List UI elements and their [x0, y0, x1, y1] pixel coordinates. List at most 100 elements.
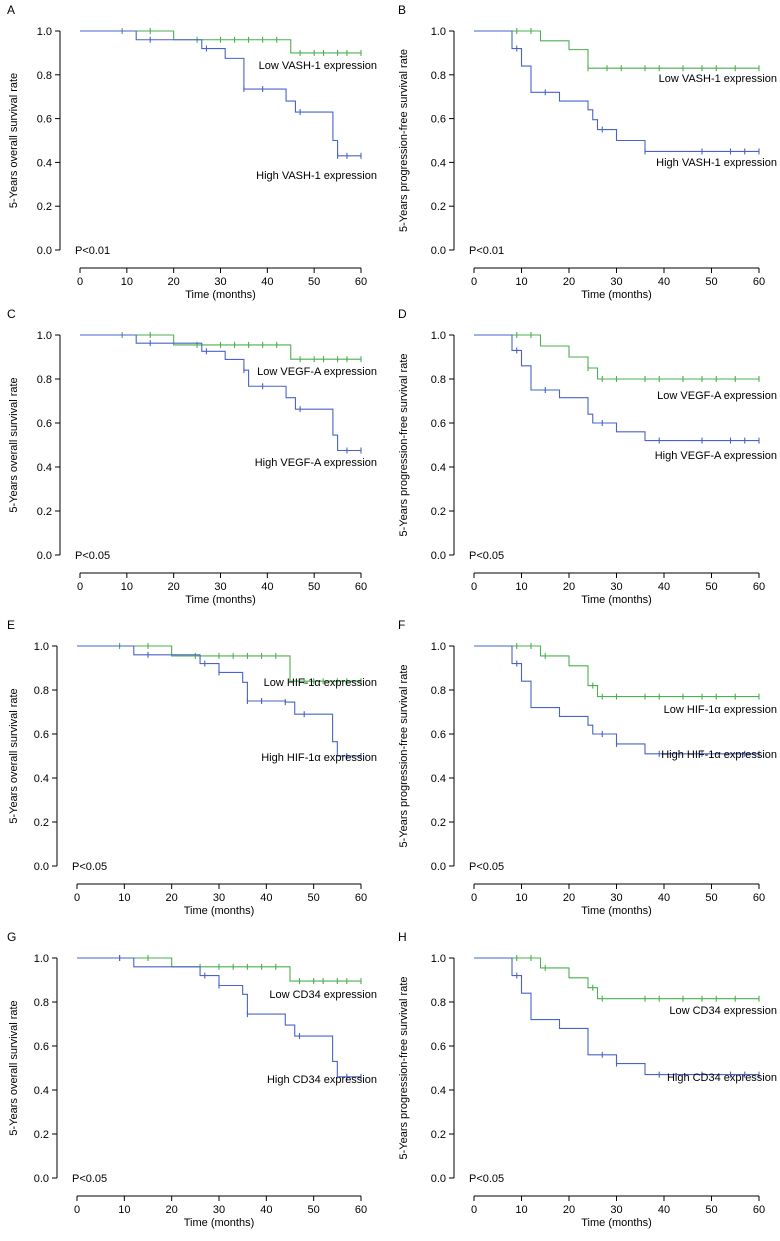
- x-tick-label: 20: [563, 892, 575, 904]
- panel-h: H 0.0 0.2 0.4 0.6 0.8 1.0 0 10 20 30 40 50 60 Time (mo…: [398, 930, 777, 1229]
- series-label-low: Low CD34 expression: [669, 1005, 777, 1017]
- y-axis-title: 5-Years overall survival rate: [8, 73, 20, 208]
- panel-label: C: [7, 307, 16, 321]
- x-tick-label: 20: [166, 892, 178, 904]
- y-tick-label: 0.8: [431, 70, 446, 82]
- series-label-low: Low VEGF-A expression: [657, 390, 777, 402]
- p-value: P<0.05: [469, 861, 504, 873]
- y-tick-label: 0.2: [431, 1129, 446, 1141]
- x-tick-label: 10: [118, 892, 130, 904]
- y-tick-label: 0.4: [431, 462, 446, 474]
- y-tick-label: 0.8: [37, 374, 52, 386]
- x-tick-label: 40: [658, 1204, 670, 1216]
- y-tick-label: 0.4: [34, 1085, 49, 1097]
- km-curve-high: [77, 645, 361, 757]
- y-tick-label: 0.4: [431, 773, 446, 785]
- y-tick-label: 0.0: [431, 245, 446, 257]
- x-axis-title: Time (months): [581, 594, 652, 606]
- series-label-low: Low CD34 expression: [269, 989, 377, 1001]
- x-tick-label: 0: [74, 1204, 80, 1216]
- y-axis-title: 5-Years progression-free survival rate: [398, 353, 410, 536]
- series-label-high: High HIF-1α expression: [261, 752, 377, 764]
- p-value: P<0.05: [469, 550, 504, 562]
- x-axis-title: Time (months): [184, 905, 255, 917]
- x-axis-title: Time (months): [581, 905, 652, 917]
- y-tick-label: 0.2: [37, 201, 52, 213]
- x-tick-label: 30: [214, 276, 226, 288]
- panel-label: F: [398, 618, 405, 632]
- x-tick-label: 30: [610, 892, 622, 904]
- series-label-high: High VEGF-A expression: [255, 457, 377, 469]
- panel-label: G: [7, 930, 16, 944]
- x-tick-label: 20: [563, 1204, 575, 1216]
- y-axis-title: 5-Years overall survival rate: [8, 1000, 20, 1135]
- x-tick-label: 60: [753, 276, 765, 288]
- p-value: P<0.01: [75, 245, 110, 257]
- p-value: P<0.01: [469, 245, 504, 257]
- panel-a: A 0.0 0.2 0.4 0.6 0.8 1.0 0 10 20 30 40 50 60 Time (mo…: [7, 3, 377, 301]
- y-tick-label: 0.0: [34, 861, 49, 873]
- x-tick-label: 20: [563, 276, 575, 288]
- y-axis-title: 5-Years progression-free survival rate: [398, 49, 410, 232]
- series-label-high: High VEGF-A expression: [655, 450, 777, 462]
- x-tick-label: 0: [77, 581, 83, 593]
- y-tick-label: 0.2: [431, 201, 446, 213]
- y-tick-label: 0.6: [37, 114, 52, 126]
- panel-g: G 0.0 0.2 0.4 0.6 0.8 1.0 0 10 20 30 40 50 60 Time (mo…: [7, 930, 377, 1229]
- x-tick-label: 20: [166, 1204, 178, 1216]
- y-tick-label: 0.0: [431, 1173, 446, 1185]
- x-axis-title: Time (months): [184, 1217, 255, 1229]
- x-tick-label: 40: [260, 892, 272, 904]
- x-tick-label: 40: [658, 581, 670, 593]
- y-tick-label: 0.6: [431, 1041, 446, 1053]
- x-tick-label: 50: [308, 1204, 320, 1216]
- p-value: P<0.05: [72, 861, 107, 873]
- y-tick-label: 1.0: [37, 330, 52, 342]
- y-tick-label: 1.0: [37, 26, 52, 38]
- x-tick-label: 30: [213, 892, 225, 904]
- x-tick-label: 10: [515, 1204, 527, 1216]
- x-axis-title: Time (months): [185, 594, 256, 606]
- x-tick-label: 50: [308, 892, 320, 904]
- y-tick-label: 0.2: [431, 817, 446, 829]
- y-tick-label: 1.0: [431, 330, 446, 342]
- y-tick-label: 0.4: [431, 1085, 446, 1097]
- km-curve-low: [80, 30, 361, 54]
- y-tick-label: 0.4: [431, 157, 446, 169]
- series-label-low: Low HIF-1α expression: [264, 677, 377, 689]
- y-tick-label: 0.4: [34, 773, 49, 785]
- x-tick-label: 40: [658, 892, 670, 904]
- km-curve-low: [80, 334, 361, 360]
- series-label-high: High CD34 expression: [267, 1074, 377, 1086]
- y-tick-label: 0.0: [37, 245, 52, 257]
- y-tick-label: 1.0: [431, 953, 446, 965]
- x-tick-label: 10: [515, 276, 527, 288]
- series-label-high: High VASH-1 expression: [656, 157, 777, 169]
- x-tick-label: 50: [705, 276, 717, 288]
- y-tick-label: 0.6: [431, 418, 446, 430]
- x-tick-label: 10: [121, 581, 133, 593]
- y-axis-title: 5-Years overall survival rate: [8, 377, 20, 512]
- x-tick-label: 10: [515, 581, 527, 593]
- y-tick-label: 1.0: [34, 641, 49, 653]
- x-tick-label: 30: [610, 581, 622, 593]
- y-tick-label: 0.6: [34, 729, 49, 741]
- y-tick-label: 0.2: [34, 1129, 49, 1141]
- km-curve-low: [474, 30, 759, 69]
- y-tick-label: 0.8: [431, 685, 446, 697]
- y-tick-label: 0.0: [431, 861, 446, 873]
- x-tick-label: 60: [355, 892, 367, 904]
- y-tick-label: 0.2: [34, 817, 49, 829]
- y-tick-label: 0.4: [37, 462, 52, 474]
- x-tick-label: 40: [261, 276, 273, 288]
- km-curve-high: [77, 957, 361, 1078]
- y-axis-title: 5-Years progression-free survival rate: [398, 664, 410, 847]
- series-label-low: Low VASH-1 expression: [259, 60, 377, 72]
- x-tick-label: 30: [214, 581, 226, 593]
- x-tick-label: 60: [355, 276, 367, 288]
- series-label-high: High VASH-1 expression: [256, 170, 377, 182]
- x-tick-label: 0: [471, 581, 477, 593]
- y-tick-label: 0.6: [34, 1041, 49, 1053]
- y-tick-label: 0.0: [37, 550, 52, 562]
